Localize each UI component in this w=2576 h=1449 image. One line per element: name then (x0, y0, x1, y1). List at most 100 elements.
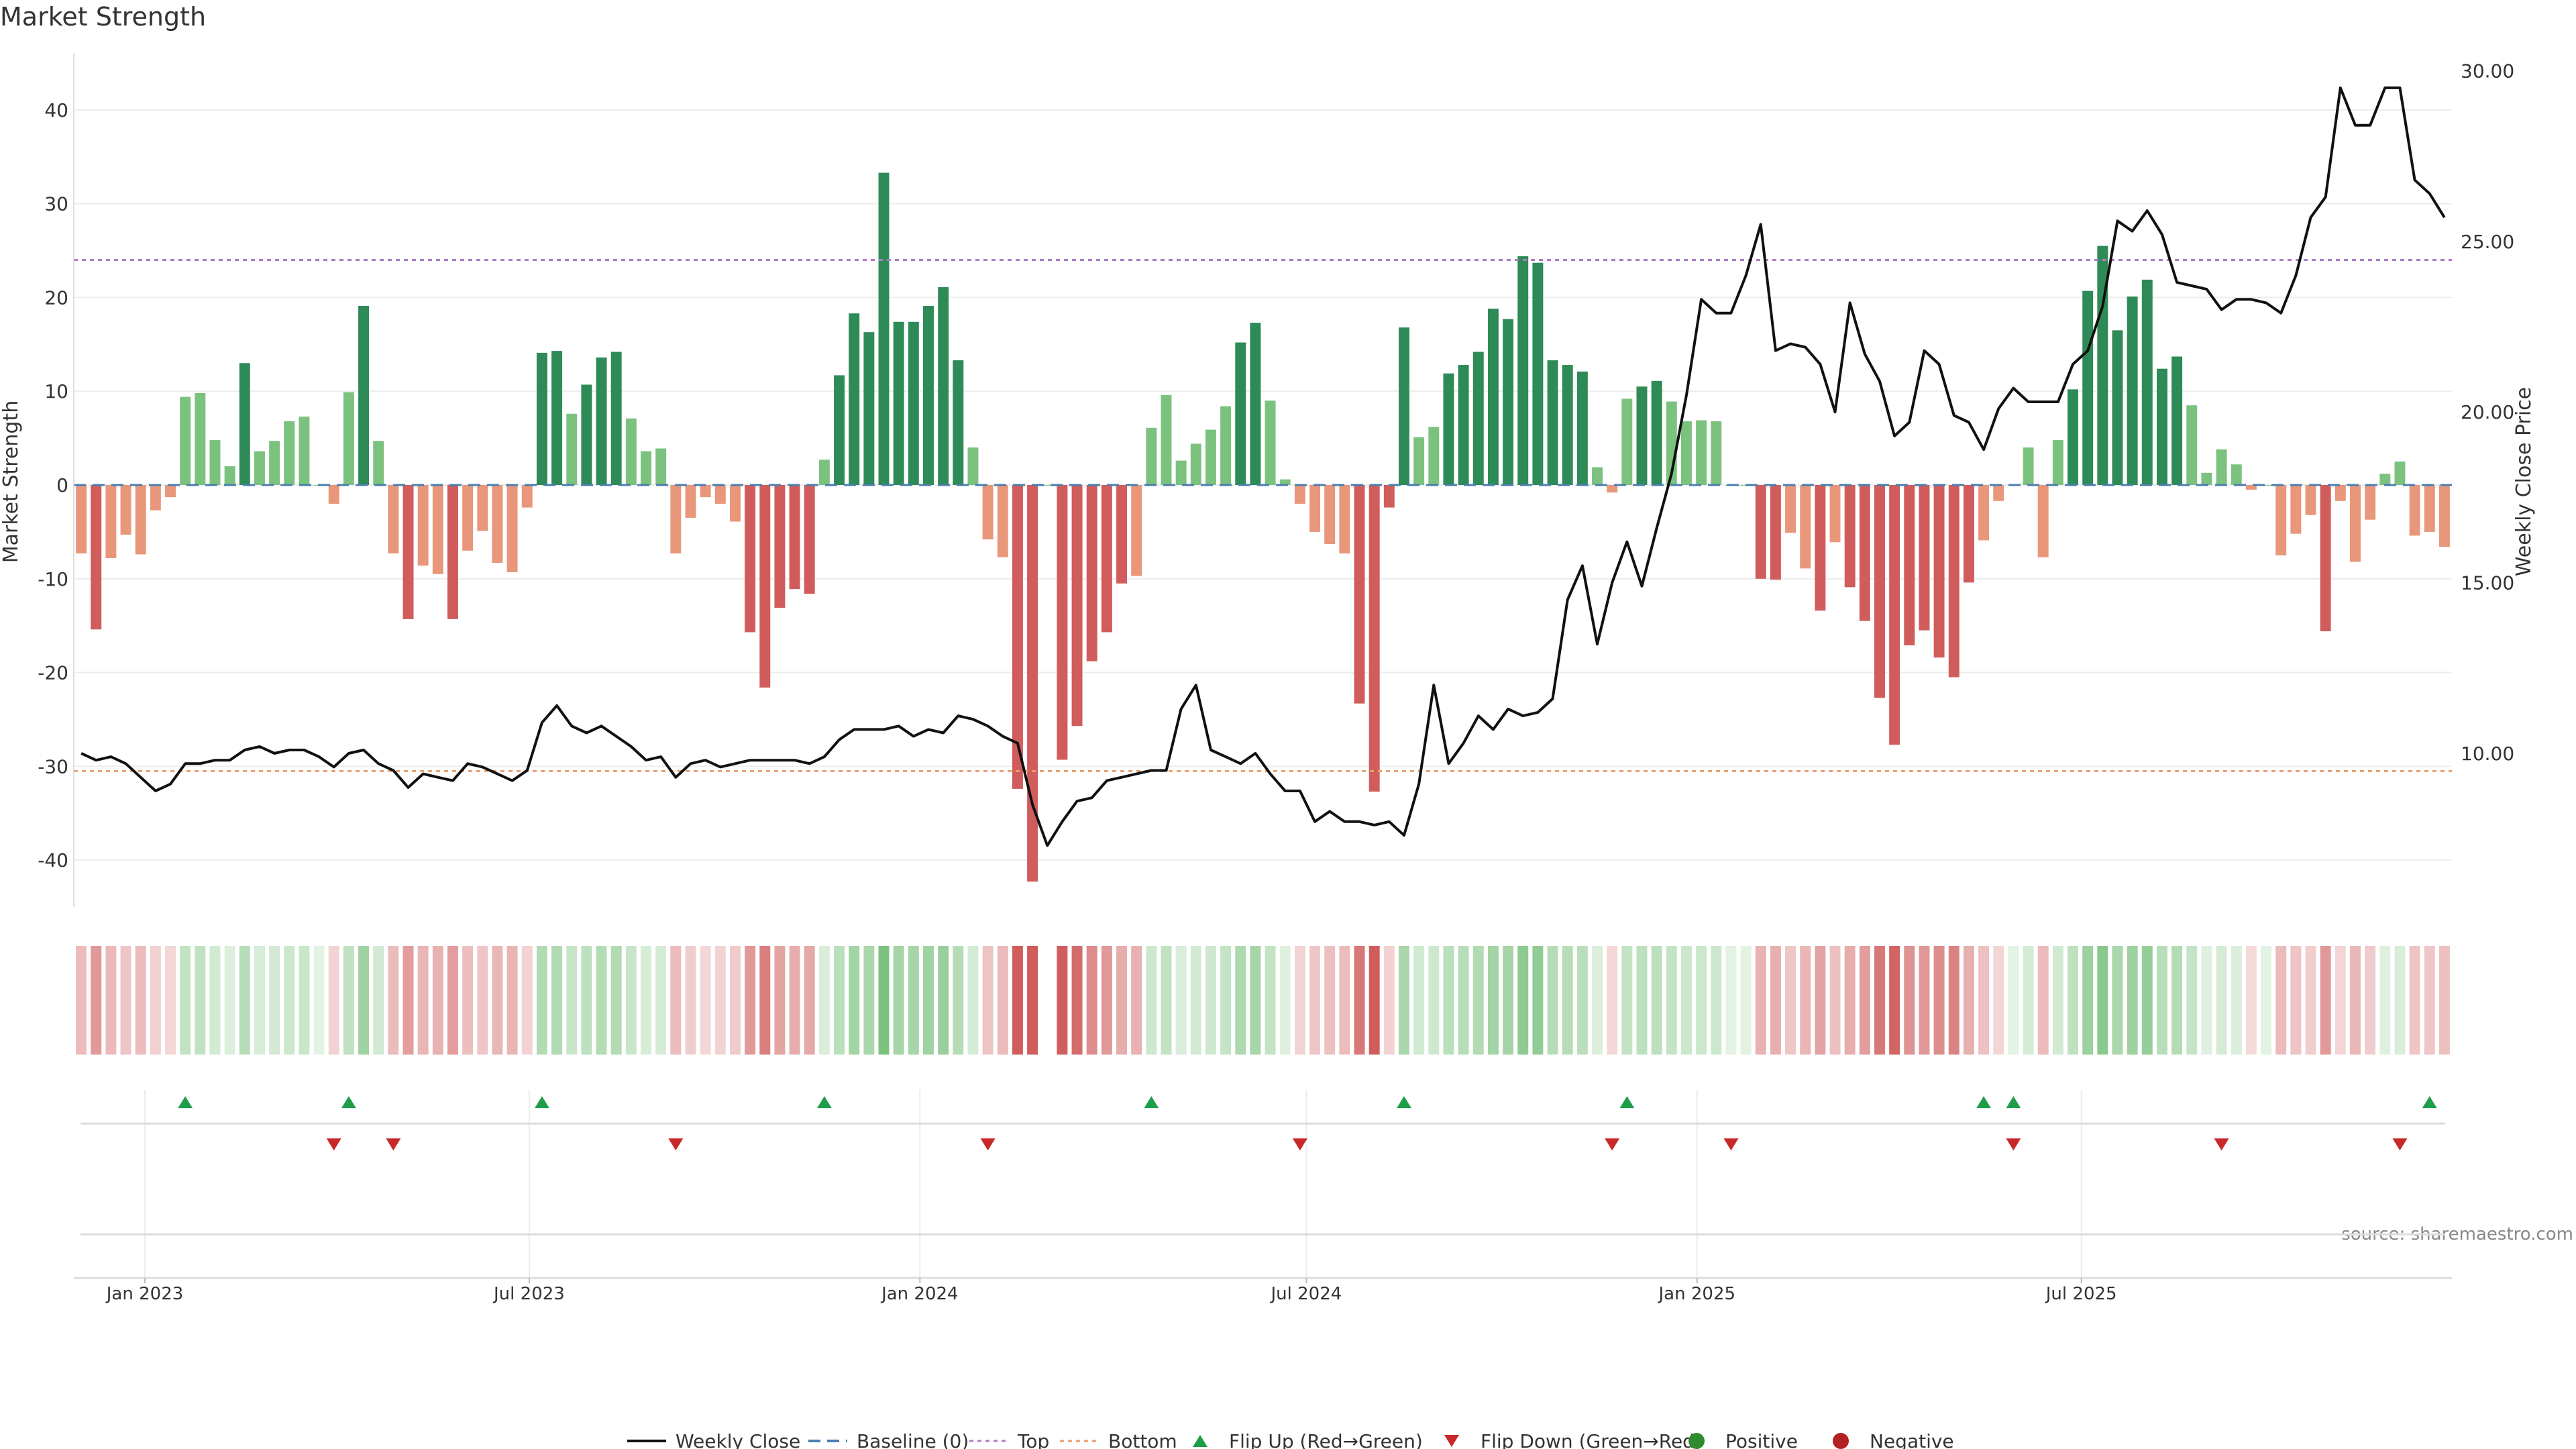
flip-down-marker (980, 1138, 996, 1150)
flip-down-marker (1292, 1138, 1307, 1150)
heat-cell (388, 946, 399, 1055)
heat-cell (581, 946, 592, 1055)
strength-bar (1904, 484, 1915, 646)
heat-cell (477, 946, 488, 1055)
strength-bar (2097, 246, 2108, 485)
heat-cell (2305, 946, 2316, 1055)
strength-bar (195, 393, 206, 485)
heat-cell (714, 946, 726, 1055)
strength-bar (1354, 484, 1365, 704)
heat-cell (462, 946, 474, 1055)
heat-cell (343, 946, 354, 1055)
heat-cell (1844, 946, 1856, 1055)
strength-bar (1680, 421, 1692, 485)
legend-label: Baseline (0) (857, 1430, 969, 1449)
strength-bar (1368, 484, 1380, 792)
heat-cell (1963, 946, 1974, 1055)
heat-cell (2216, 946, 2227, 1055)
heat-cell (670, 946, 682, 1055)
heat-cell (1770, 946, 1781, 1055)
heat-cell (1696, 946, 1707, 1055)
heat-cell (120, 946, 131, 1055)
heat-cell (358, 946, 370, 1055)
strength-bar (388, 484, 399, 554)
heat-cell (849, 946, 860, 1055)
strength-bar (953, 360, 964, 485)
y2-tick-label: 30.00 (2461, 60, 2514, 82)
legend-label: Flip Up (Red→Green) (1229, 1430, 1423, 1449)
heat-cell (641, 946, 651, 1055)
reference-lines (74, 259, 2452, 772)
strength-bar (1576, 371, 1588, 485)
heat-cell (982, 946, 994, 1055)
strength-bar (1428, 427, 1440, 485)
chart-title: Market Strength (0, 2, 206, 32)
strength-bar (2156, 368, 2167, 485)
strength-bar (1829, 484, 1841, 543)
heat-cell (1472, 946, 1484, 1055)
strength-bar (849, 313, 860, 485)
heat-cell (1933, 946, 1945, 1055)
strength-bar (1993, 484, 2004, 501)
strength-bar (343, 392, 354, 485)
strength-bar (1592, 467, 1603, 485)
heat-cell (1428, 946, 1440, 1055)
heat-cell (1562, 946, 1573, 1055)
flip-up-marker (1619, 1096, 1635, 1108)
strength-bar (1116, 484, 1127, 584)
heat-cell (1607, 946, 1618, 1055)
strength-bar (1458, 365, 1469, 485)
strength-bar (1383, 484, 1395, 508)
heat-cell (1354, 946, 1365, 1055)
strength-bar (105, 484, 117, 559)
heat-cell (1621, 946, 1633, 1055)
strength-bar (566, 413, 578, 485)
heat-cell (953, 946, 964, 1055)
strength-bar (1042, 484, 1053, 486)
y-tick-label: 0 (56, 474, 68, 496)
flip-up-marker (1144, 1096, 1159, 1108)
heat-cell (1740, 946, 1752, 1055)
strength-bar (402, 484, 414, 619)
heat-cell (1161, 946, 1172, 1055)
y-tick-label: -10 (38, 568, 68, 590)
heat-cell (239, 946, 250, 1055)
strength-bar (1919, 484, 1930, 631)
heat-cell (1517, 946, 1529, 1055)
strength-bar (1800, 484, 1811, 569)
heat-cell (2394, 946, 2406, 1055)
strength-bar (1324, 484, 1336, 545)
heat-cell (2379, 946, 2391, 1055)
strength-bar (1517, 256, 1529, 485)
strength-bar (2245, 484, 2257, 490)
heat-cell (1220, 946, 1232, 1055)
heat-cell (269, 946, 280, 1055)
strength-bar (641, 451, 651, 485)
heat-cell (804, 946, 815, 1055)
heat-cell (1993, 946, 2004, 1055)
y-tick-label: 30 (44, 193, 68, 215)
strength-bar (670, 484, 682, 554)
heat-cell (2082, 946, 2094, 1055)
heat-cell (1800, 946, 1811, 1055)
strength-bar (2320, 484, 2331, 632)
strength-bar (1770, 484, 1781, 580)
strength-bar (1146, 427, 1157, 485)
strength-bar (1101, 484, 1112, 633)
heat-cell (596, 946, 607, 1055)
strength-bar (328, 484, 339, 504)
strength-bar (1161, 394, 1172, 485)
legend-label: Top (1017, 1430, 1049, 1449)
strength-bar (462, 484, 474, 551)
strength-bar (818, 460, 830, 485)
y-tick-label: -30 (38, 755, 68, 777)
heat-cell (373, 946, 384, 1055)
strength-bar (2394, 462, 2406, 485)
legend-label: Weekly Close (676, 1430, 800, 1449)
heat-cell (759, 946, 771, 1055)
heat-cell (432, 946, 443, 1055)
heat-cell (313, 946, 325, 1055)
heat-cell (2245, 946, 2257, 1055)
heat-cell (447, 946, 458, 1055)
strength-bar (135, 484, 146, 555)
